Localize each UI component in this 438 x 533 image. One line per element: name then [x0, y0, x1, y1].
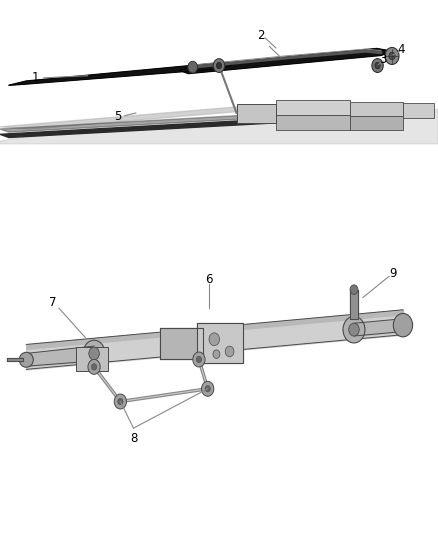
- Polygon shape: [0, 115, 359, 138]
- FancyBboxPatch shape: [350, 102, 403, 116]
- FancyBboxPatch shape: [76, 347, 108, 370]
- Ellipse shape: [19, 352, 33, 367]
- Circle shape: [213, 350, 220, 358]
- Text: 4: 4: [397, 43, 405, 56]
- Circle shape: [88, 359, 100, 374]
- Circle shape: [349, 323, 359, 336]
- Circle shape: [118, 398, 123, 405]
- Polygon shape: [0, 107, 272, 129]
- Text: 2: 2: [257, 29, 265, 42]
- Circle shape: [209, 333, 219, 345]
- Polygon shape: [197, 322, 243, 362]
- Circle shape: [389, 52, 395, 60]
- Circle shape: [385, 47, 399, 64]
- Circle shape: [188, 61, 198, 73]
- Circle shape: [201, 381, 214, 396]
- Text: 3: 3: [380, 53, 387, 66]
- Circle shape: [83, 340, 105, 367]
- Text: 9: 9: [390, 267, 397, 280]
- Polygon shape: [0, 109, 438, 144]
- Circle shape: [216, 62, 222, 69]
- Circle shape: [193, 352, 205, 367]
- Circle shape: [375, 62, 380, 69]
- Circle shape: [114, 394, 127, 409]
- Circle shape: [205, 385, 210, 392]
- FancyBboxPatch shape: [276, 100, 350, 115]
- Text: 5: 5: [115, 110, 122, 123]
- Polygon shape: [350, 289, 358, 319]
- Circle shape: [350, 285, 358, 294]
- Circle shape: [196, 356, 201, 362]
- FancyBboxPatch shape: [276, 115, 350, 130]
- Polygon shape: [0, 110, 359, 132]
- FancyBboxPatch shape: [350, 116, 403, 130]
- Circle shape: [343, 316, 365, 343]
- Polygon shape: [9, 63, 232, 85]
- Circle shape: [393, 313, 413, 337]
- Text: 1: 1: [31, 71, 39, 84]
- Text: 6: 6: [205, 272, 213, 286]
- FancyBboxPatch shape: [403, 103, 434, 118]
- Circle shape: [89, 347, 99, 360]
- Circle shape: [92, 364, 97, 370]
- Polygon shape: [180, 49, 392, 74]
- Text: 8: 8: [130, 432, 137, 446]
- FancyBboxPatch shape: [237, 104, 276, 123]
- Circle shape: [225, 346, 234, 357]
- Polygon shape: [160, 327, 203, 359]
- Text: 7: 7: [49, 296, 56, 309]
- Circle shape: [213, 59, 225, 72]
- Circle shape: [372, 59, 383, 72]
